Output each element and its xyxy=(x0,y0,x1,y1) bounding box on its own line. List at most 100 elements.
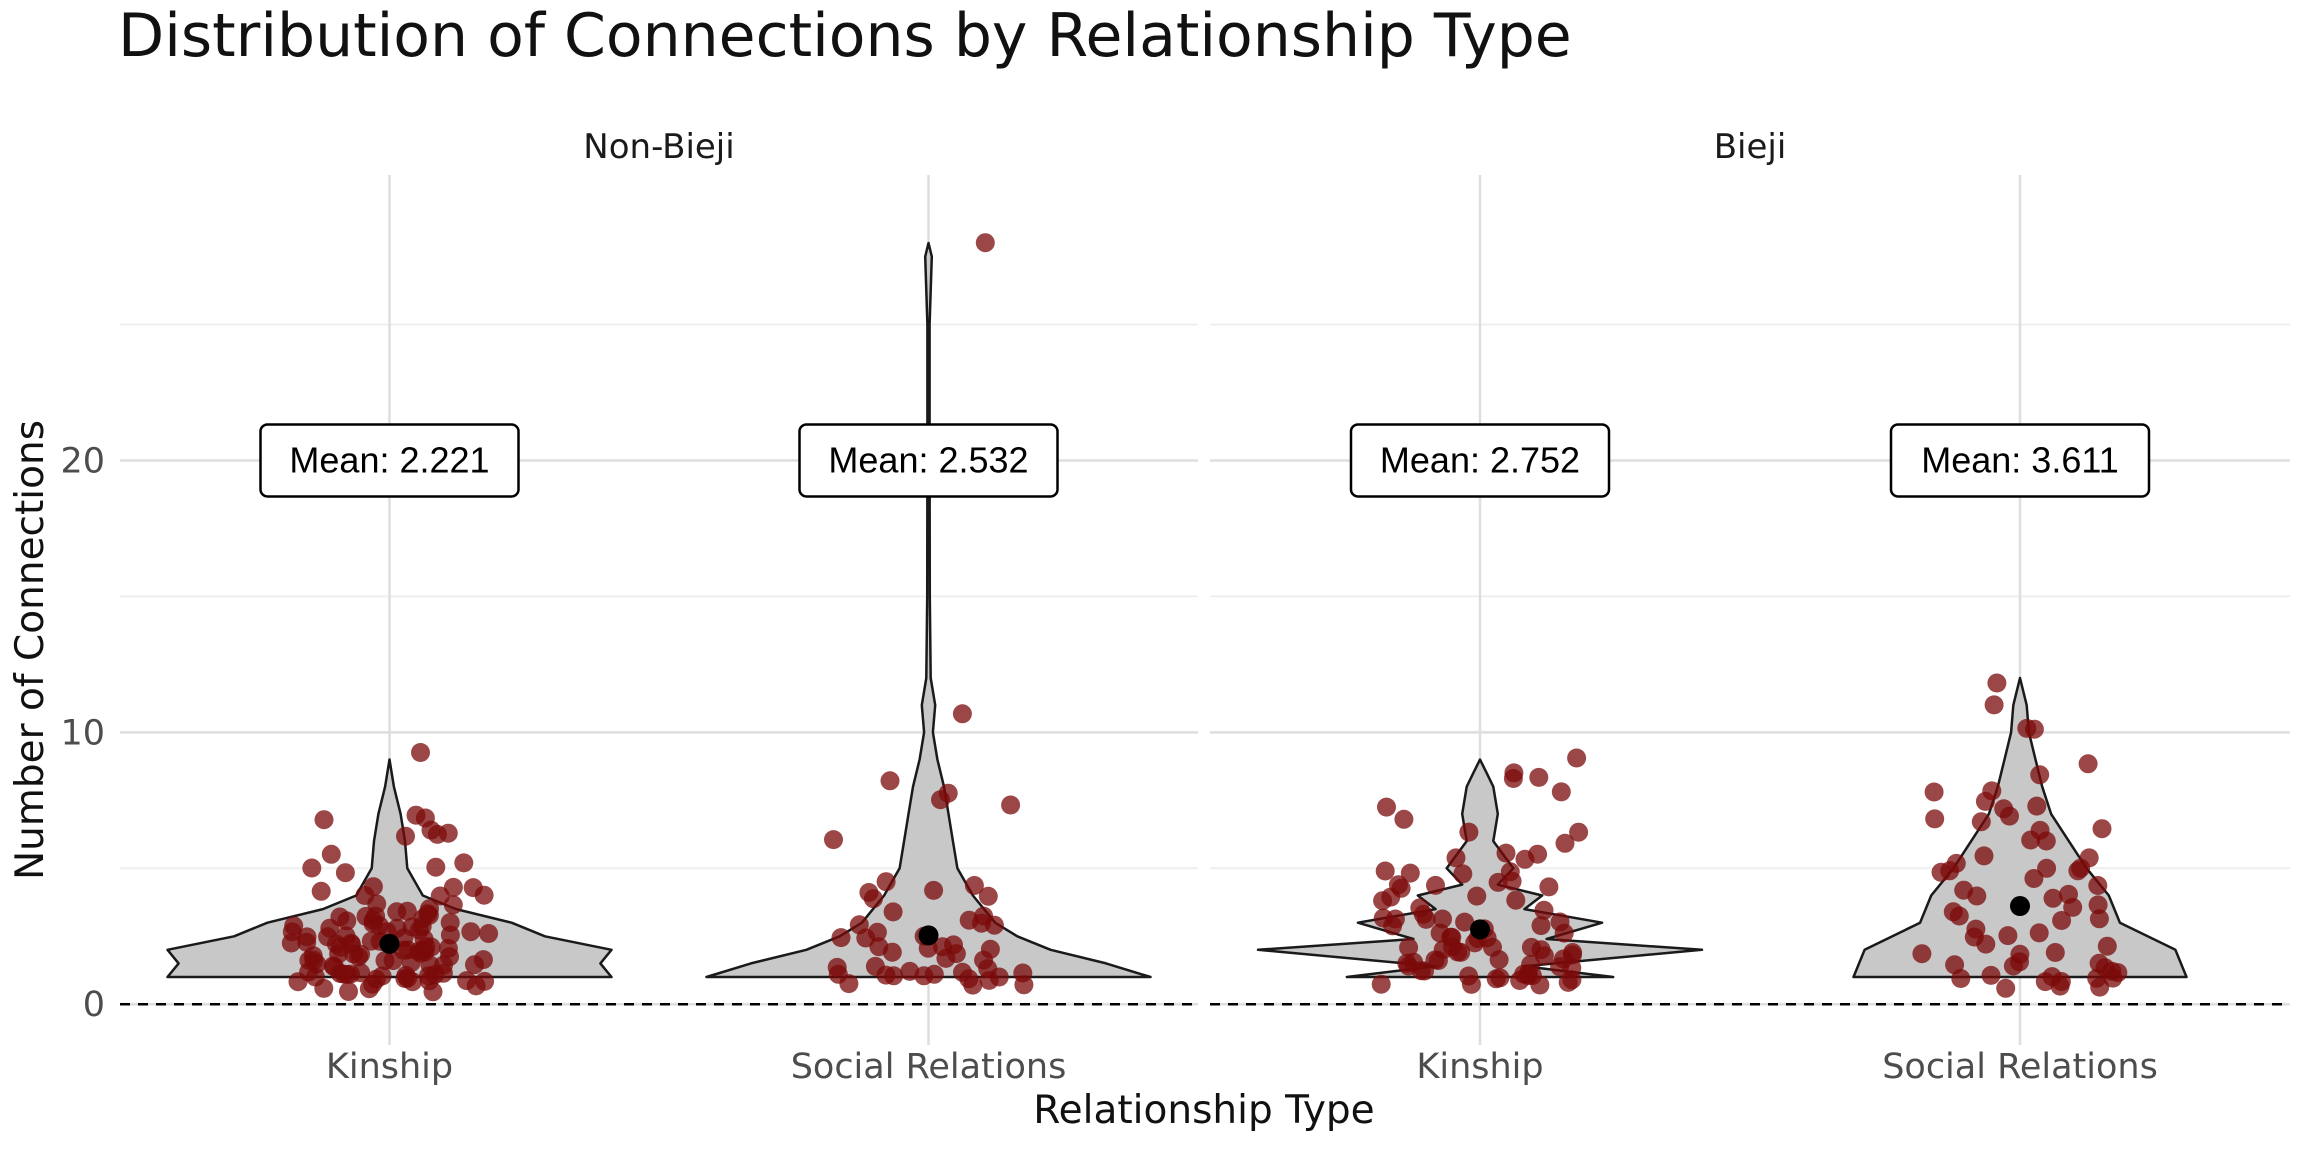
bieji-social-relations-point xyxy=(1984,695,2004,715)
non-bieji-kinship-point xyxy=(457,971,477,991)
bieji-kinship-point xyxy=(1496,843,1516,863)
bieji-social-relations-point xyxy=(1998,926,2018,946)
non-bieji-kinship-point xyxy=(361,931,381,951)
bieji-kinship-point xyxy=(1453,864,1473,884)
bieji-social-relations-point xyxy=(2024,869,2044,888)
bieji-social-relations-point xyxy=(2017,718,2037,738)
non-bieji-kinship-point xyxy=(474,885,494,905)
bieji-kinship-point xyxy=(1459,822,1479,842)
bieji-social-relations-point xyxy=(2043,888,2063,908)
bieji-social-relations-point xyxy=(2090,977,2110,997)
bieji-kinship-mean-label: Mean: 2.752 xyxy=(1380,439,1580,480)
bieji-social-relations-point xyxy=(1925,809,1945,829)
non-bieji-social-relations-mean-dot xyxy=(918,925,939,946)
non-bieji-kinship-point xyxy=(475,971,495,991)
bieji-social-relations-point xyxy=(2030,765,2050,785)
non-bieji-kinship-mean-dot xyxy=(379,933,400,954)
bieji-kinship-point xyxy=(1400,863,1420,883)
non-bieji-social-relations-point xyxy=(882,942,902,962)
bieji-social-relations-point xyxy=(1981,965,2001,985)
non-bieji-social-relations-mean-label-box xyxy=(798,423,1059,498)
non-bieji-social-relations-point xyxy=(839,974,859,994)
non-bieji-kinship-point xyxy=(334,964,354,984)
bieji-social-relations-point xyxy=(1996,978,2016,998)
bieji-kinship-point xyxy=(1371,974,1391,994)
bieji-social-relations-mean-dot xyxy=(2010,896,2030,917)
bieji-kinship-point xyxy=(1416,909,1436,929)
bieji-social-relations-point xyxy=(1971,812,1991,832)
non-bieji-kinship-point xyxy=(411,743,430,762)
bieji-social-relations-point xyxy=(1975,791,1995,811)
non-bieji-social-relations-point xyxy=(978,886,998,906)
non-bieji-social-relations-point xyxy=(924,880,944,900)
non-bieji-kinship-point xyxy=(335,863,355,883)
non-bieji-social-relations-point xyxy=(936,948,956,968)
bieji-social-relations-point xyxy=(1974,846,1994,866)
y-axis-title: Number of Connections xyxy=(8,420,53,880)
bieji-kinship-point xyxy=(1383,916,1403,936)
x-axis-title: Relationship Type xyxy=(1033,1088,1374,1133)
bieji-social-relations-point xyxy=(1949,906,1969,926)
bieji-social-relations-point xyxy=(2029,923,2049,943)
bieji-kinship-point xyxy=(1554,923,1574,943)
non-bieji-social-relations-point xyxy=(963,975,983,995)
bieji-kinship-point xyxy=(1558,972,1578,992)
bieji-social-relations-point xyxy=(2027,796,2047,816)
bieji-social-relations-point xyxy=(2078,754,2098,774)
bieji-kinship-point xyxy=(1455,912,1475,932)
bieji-kinship-point xyxy=(1534,946,1554,966)
non-bieji-social-relations-point xyxy=(975,233,995,253)
bieji-kinship-point xyxy=(1515,849,1535,869)
mean-labels-layer: Mean: 2.221 Mean: 2.532 Mean: 2.752 Mean: 3… xyxy=(259,423,2151,498)
y-tick-label: 10 xyxy=(60,713,105,753)
bieji-kinship-point xyxy=(1426,875,1445,895)
bieji-social-relations-point xyxy=(2097,936,2117,956)
non-bieji-social-relations-point xyxy=(979,970,999,990)
non-bieji-kinship-point xyxy=(314,978,334,998)
non-bieji-kinship-point xyxy=(396,826,415,846)
points-layer xyxy=(281,233,2128,1002)
bieji-social-relations-point xyxy=(1912,944,1932,964)
bieji-social-relations-point xyxy=(2036,831,2056,851)
bieji-social-relations-point xyxy=(1924,782,1944,802)
non-bieji-kinship-point xyxy=(349,947,368,967)
non-bieji-social-relations-point xyxy=(1001,795,1021,815)
bieji-social-relations-point xyxy=(1987,673,2007,693)
x-tick-label-non-bieji-kinship: Kinship xyxy=(326,1047,453,1087)
bieji-social-relations-point xyxy=(2088,895,2108,915)
non-bieji-kinship-point xyxy=(426,857,446,877)
non-bieji-kinship-violin xyxy=(166,758,613,979)
bieji-social-relations-point xyxy=(2052,911,2072,930)
bieji-kinship-point xyxy=(1534,900,1554,920)
non-bieji-kinship-point xyxy=(438,823,458,843)
panel-title-non-bieji: Non-Bieji xyxy=(583,127,734,167)
chart-title: Distribution of Connections by Relations… xyxy=(118,1,1572,71)
bieji-kinship-point xyxy=(1467,886,1487,906)
non-bieji-kinship-point xyxy=(461,922,481,942)
bieji-social-relations-point xyxy=(2003,956,2023,976)
non-bieji-kinship-point xyxy=(397,901,417,921)
non-bieji-social-relations-point xyxy=(964,876,984,895)
bieji-kinship-point xyxy=(1394,809,1414,829)
non-bieji-kinship-point xyxy=(465,955,484,975)
non-bieji-kinship-point xyxy=(297,927,317,947)
bieji-social-relations-point xyxy=(1976,934,1996,954)
y-tick-label: 20 xyxy=(60,441,105,481)
bieji-kinship-point xyxy=(1488,872,1508,892)
bieji-social-relations-point xyxy=(2021,830,2041,850)
non-bieji-kinship-point xyxy=(375,951,395,970)
bieji-kinship-point xyxy=(1530,975,1550,995)
non-bieji-kinship-point xyxy=(337,911,357,931)
bieji-social-relations-point xyxy=(2068,861,2088,881)
bieji-social-relations-point xyxy=(2037,858,2057,878)
non-bieji-social-relations-point xyxy=(831,928,851,948)
bieji-kinship-point xyxy=(1433,909,1452,929)
bieji-kinship-point xyxy=(1461,974,1481,994)
non-bieji-social-relations-point xyxy=(876,872,896,892)
non-bieji-kinship-point xyxy=(281,933,301,953)
bieji-kinship-point xyxy=(1446,848,1466,868)
bieji-kinship-point xyxy=(1411,961,1431,981)
bieji-kinship-point xyxy=(1377,797,1396,817)
bieji-kinship-point xyxy=(1375,861,1395,881)
bieji-social-relations-mean-label-box xyxy=(1889,423,2151,498)
